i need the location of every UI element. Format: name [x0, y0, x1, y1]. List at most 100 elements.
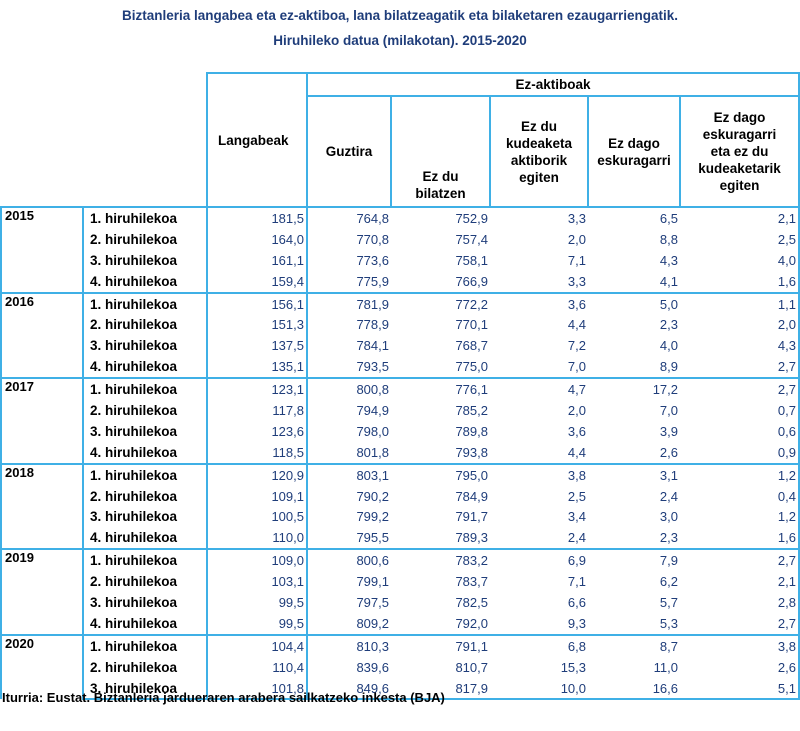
- value-cell: 4,3: [659, 252, 678, 268]
- header-blank: [1, 73, 207, 207]
- value-cell: 784,9: [455, 488, 488, 504]
- value-cell: 794,9: [306, 400, 391, 421]
- table-row: 4. hiruhilekoa 110,0 795,5 789,3 2,4 2,3 1,6: [1, 527, 800, 551]
- value-cell: 4,0: [659, 338, 678, 354]
- value-cell: 799,1: [306, 571, 391, 593]
- header-ez-du-bilatzen-line: bilatzen: [415, 186, 466, 201]
- value-cell: 7,0: [490, 356, 588, 380]
- table-row: 2017 1. hiruhilekoa 123,1 800,8 776,1 4,7 17,2…: [0, 377, 800, 464]
- header-eskuragarri-kudeaketa-line: egiten: [719, 178, 760, 193]
- value-cell: 3,4: [567, 509, 586, 525]
- quarter-cell: 3. hiruhilekoa: [83, 249, 208, 271]
- value-cell: 781,9: [306, 291, 391, 315]
- table-title: Biztanleria langabea eta ez-aktiboa, lan…: [122, 8, 678, 23]
- header-kudeaketa: Ez du kudeaketa aktiborik egiten: [489, 95, 589, 208]
- value-cell: 4,7: [490, 377, 588, 401]
- quarter-cell: 2. hiruhilekoa: [83, 485, 208, 507]
- value-cell: 773,6: [306, 249, 391, 271]
- quarter-cell: 3. hiruhilekoa: [83, 506, 208, 528]
- value-cell: 103,1: [206, 571, 307, 593]
- value-cell: 2,4: [490, 527, 588, 551]
- value-cell: 123,6: [206, 420, 307, 442]
- value-cell: 3,0: [659, 509, 678, 525]
- header-ez-aktiboak: Ez-aktiboak: [306, 72, 800, 97]
- quarter-cell: 4. hiruhilekoa: [83, 612, 208, 636]
- value-cell: 7,1: [567, 574, 586, 590]
- header-kudeaketa-line: egiten: [519, 169, 559, 185]
- value-cell: 791,7: [455, 509, 488, 525]
- value-cell: 3,8: [490, 462, 588, 486]
- value-cell: 6,6: [567, 594, 586, 610]
- year-cell: 2015: [0, 206, 84, 293]
- value-cell: 2,1: [680, 571, 800, 593]
- year-cell: 2018: [0, 462, 84, 550]
- value-cell: 795,0: [391, 462, 490, 486]
- value-cell: 118,5: [206, 441, 307, 465]
- value-cell: 849,6: [306, 677, 391, 701]
- value-cell: 795,5: [306, 527, 391, 551]
- table-row: 2016 1. hiruhilekoa 156,1 781,9 772,2 3,6 5,0 1…: [0, 291, 800, 379]
- value-cell: 99,5: [206, 612, 307, 636]
- value-cell: 123,1: [206, 377, 307, 401]
- header-guztira: Guztira: [306, 95, 392, 208]
- table-row: 3. hiruhilekoa 100,5 799,2 791,7 3,4 3,0 1,2: [1, 506, 800, 528]
- quarter-cell: 4. hiruhilekoa: [83, 356, 208, 380]
- value-cell: 790,2: [306, 485, 391, 507]
- header-eskuragarri-kudeaketa: Ez dago eskuragarri eta ez du kudeaketar…: [679, 95, 800, 208]
- value-cell: 8,8: [659, 231, 678, 247]
- value-cell: 809,2: [306, 612, 391, 636]
- header-kudeaketa-line: aktiborik: [510, 152, 568, 168]
- value-cell: 775,0: [391, 356, 490, 380]
- value-cell: 800,8: [306, 377, 391, 401]
- value-cell: 6,5: [588, 206, 680, 229]
- value-cell: 109,1: [206, 485, 307, 507]
- value-cell: 7,2: [567, 338, 586, 354]
- table-row: 4. hiruhilekoa 159,4 775,9 766,9 3,3 4,1 1,6: [1, 270, 800, 294]
- year-cell: 2019: [0, 548, 84, 635]
- quarter-cell: 1. hiruhilekoa: [83, 377, 208, 401]
- value-cell: 2,5: [567, 488, 586, 504]
- value-cell: 181,5: [206, 206, 307, 229]
- quarter-cell: 1. hiruhilekoa: [83, 548, 208, 572]
- value-cell: 0,9: [680, 441, 800, 465]
- value-cell: 2,4: [659, 488, 678, 504]
- value-cell: 6,8: [490, 633, 588, 657]
- value-cell: 2,7: [680, 612, 800, 636]
- value-cell: 8,9: [588, 356, 680, 380]
- quarter-cell: 1. hiruhilekoa: [83, 633, 208, 657]
- value-cell: 757,4: [455, 231, 488, 247]
- value-cell: 789,3: [391, 527, 490, 551]
- value-cell: 3,3: [490, 270, 588, 294]
- header-eskuragarri: Ez dago eskuragarri: [587, 95, 681, 208]
- value-cell: 791,1: [391, 633, 490, 657]
- quarter-cell: 4. hiruhilekoa: [83, 527, 208, 551]
- value-cell: 6,9: [490, 548, 588, 572]
- value-cell: 770,1: [455, 317, 488, 333]
- value-cell: 1,6: [680, 270, 800, 294]
- table-row: 4. hiruhilekoa 118,5 801,8 793,8 4,4 2,6 0,9: [1, 441, 800, 465]
- value-cell: 2,0: [680, 314, 800, 336]
- value-cell: 5,7: [659, 594, 678, 610]
- header-kudeaketa-line: Ez du: [521, 118, 557, 134]
- quarter-cell: 2. hiruhilekoa: [83, 400, 208, 421]
- value-cell: 3,3: [490, 206, 588, 229]
- value-cell: 137,5: [206, 335, 307, 357]
- value-cell: 758,1: [455, 252, 488, 268]
- value-cell: 2,6: [588, 441, 680, 465]
- value-cell: 793,8: [391, 441, 490, 465]
- table-row: 3. hiruhilekoa 137,5 784,1 768,7 7,2 4,0 4,3: [1, 335, 800, 357]
- value-cell: 7,9: [588, 548, 680, 572]
- value-cell: 768,7: [455, 338, 488, 354]
- value-cell: 161,1: [206, 249, 307, 271]
- value-cell: 16,6: [588, 677, 680, 701]
- value-cell: 2,5: [680, 228, 800, 250]
- value-cell: 156,1: [206, 291, 307, 315]
- header-ez-du-bilatzen-line: Ez du: [422, 169, 459, 184]
- value-cell: 801,8: [306, 441, 391, 465]
- value-cell: 99,5: [206, 592, 307, 613]
- year-cell: 2020: [0, 633, 84, 700]
- quarter-cell: 2. hiruhilekoa: [83, 314, 208, 336]
- value-cell: 7,0: [659, 402, 678, 418]
- value-cell: 4,4: [490, 441, 588, 465]
- value-cell: 2,3: [659, 317, 678, 333]
